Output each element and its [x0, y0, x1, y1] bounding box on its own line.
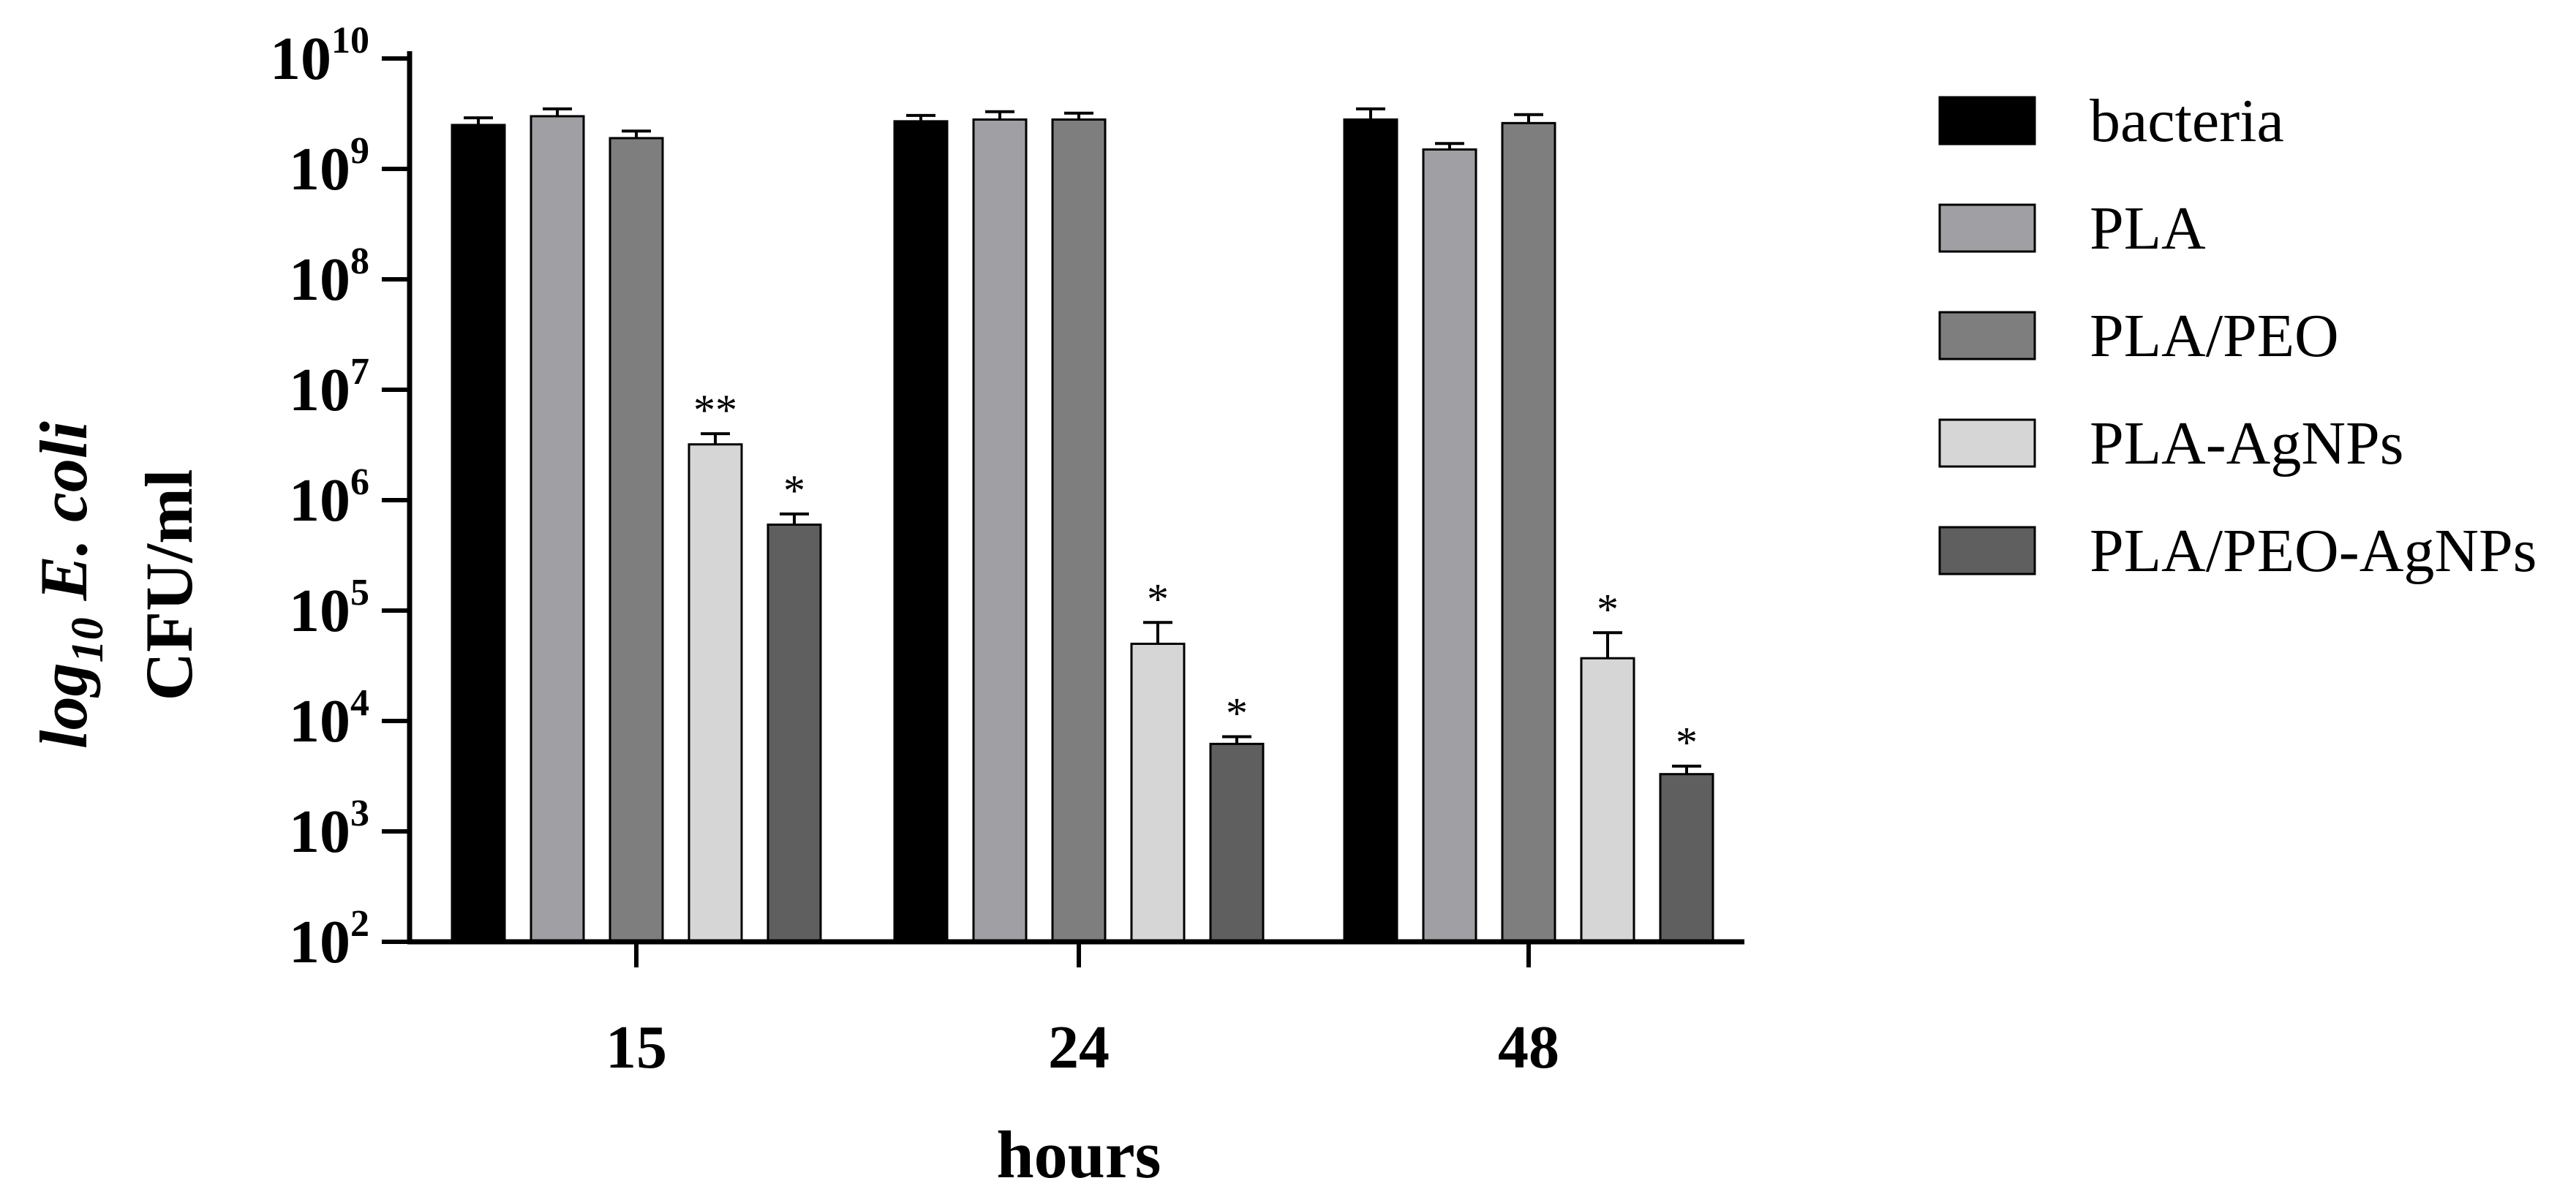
significance-marker: *: [1597, 585, 1619, 633]
error-bar-pla-48h: [1435, 142, 1464, 150]
legend-item-pla-agnps: PLA-AgNPs: [1938, 409, 2403, 477]
legend-label: PLA: [2090, 195, 2206, 263]
legend-swatch: [1938, 526, 2036, 575]
bar-pla-agnps-15h: [688, 443, 743, 943]
legend-swatch: [1938, 96, 2036, 146]
bar-pla-peo-24h: [1051, 118, 1107, 943]
y-tick-label: 102: [289, 903, 369, 976]
bar-bacteria-15h: [451, 124, 506, 943]
y-axis-label-log: log: [26, 662, 101, 749]
error-bar-pla-peo-agnps-24h: [1222, 735, 1251, 744]
x-tick-label: 48: [1498, 1013, 1559, 1081]
error-bars-layer: [464, 107, 1701, 774]
error-bar-bacteria-24h: [906, 113, 935, 121]
x-tick-label: 24: [1048, 1013, 1110, 1081]
legend-item-bacteria: bacteria: [1938, 87, 2284, 155]
bar-pla-peo-agnps-48h: [1659, 773, 1714, 943]
error-bar-bacteria-48h: [1356, 107, 1385, 120]
legend-swatch: [1938, 203, 2036, 253]
legend: bacteria PLA PLA/PEO PLA-AgNPs PLA/PEO-AgNPs: [1938, 87, 2537, 585]
significance-marker: *: [1676, 719, 1698, 767]
error-bar-pla-peo-agnps-48h: [1672, 764, 1701, 774]
x-tick-label: 15: [606, 1013, 667, 1081]
y-tick-label: 107: [289, 351, 369, 424]
legend-label: PLA-AgNPs: [2090, 409, 2403, 477]
significance-marker: **: [693, 386, 737, 434]
error-bar-pla-15h: [543, 107, 572, 116]
error-bar-pla-agnps-24h: [1143, 621, 1172, 644]
y-axis-label-subscript: 10: [63, 617, 113, 662]
legend-swatch: [1938, 418, 2036, 468]
error-bar-pla-peo-15h: [622, 129, 651, 138]
bar-bacteria-24h: [893, 120, 949, 943]
y-tick-label: 105: [289, 572, 369, 645]
error-bar-pla-peo-48h: [1514, 113, 1543, 124]
bar-pla-48h: [1422, 148, 1477, 943]
bar-pla-15h: [530, 115, 585, 943]
legend-label: PLA/PEO-AgNPs: [2090, 517, 2537, 585]
y-axis-label-species: E. coli: [26, 421, 101, 602]
svg-text:log10 E. coli: log10 E. coli: [26, 421, 113, 749]
y-axis: 102 103 104 105 106 107 108 109 1010: [270, 20, 413, 976]
bar-pla-peo-agnps-24h: [1209, 742, 1265, 943]
significance-marker: *: [1147, 575, 1169, 623]
bar-pla-agnps-48h: [1580, 657, 1635, 943]
y-tick-label: 108: [289, 241, 369, 314]
legend-swatch: [1938, 311, 2036, 360]
error-bar-pla-peo-agnps-15h: [780, 512, 809, 525]
y-tick-label: 1010: [270, 20, 369, 93]
bar-pla-agnps-24h: [1130, 642, 1186, 943]
bar-pla-peo-15h: [609, 137, 664, 943]
bars-layer: [451, 115, 1714, 943]
error-bar-bacteria-15h: [464, 116, 493, 125]
error-bar-pla-peo-24h: [1064, 111, 1093, 120]
significance-marker: *: [1226, 690, 1248, 738]
legend-label: PLA/PEO: [2090, 302, 2339, 370]
error-bar-pla-agnps-48h: [1593, 631, 1622, 659]
bar-pla-24h: [972, 118, 1028, 943]
y-axis-label: log10 E. coli CFU/ml: [26, 421, 206, 749]
x-axis-label: hours: [997, 1117, 1161, 1192]
y-tick-label: 103: [289, 793, 369, 866]
y-axis-label-unit: CFU/ml: [132, 469, 206, 701]
y-tick-label: 106: [289, 461, 369, 535]
error-bar-pla-agnps-15h: [701, 432, 730, 445]
y-tick-label: 104: [289, 682, 369, 755]
bar-pla-peo-48h: [1501, 121, 1556, 943]
significance-marker: *: [783, 467, 805, 515]
legend-item-pla-peo: PLA/PEO: [1938, 302, 2339, 370]
y-tick-label: 109: [289, 130, 369, 203]
legend-item-pla-peo-agnps: PLA/PEO-AgNPs: [1938, 517, 2537, 585]
bar-bacteria-48h: [1343, 118, 1398, 943]
significance-annotations-layer: *******: [693, 386, 1698, 767]
x-axis: 15 24 48: [407, 939, 1744, 1081]
legend-item-pla: PLA: [1938, 195, 2206, 263]
legend-label: bacteria: [2090, 87, 2284, 155]
error-bar-pla-24h: [985, 110, 1014, 120]
bar-pla-peo-agnps-15h: [767, 523, 822, 943]
